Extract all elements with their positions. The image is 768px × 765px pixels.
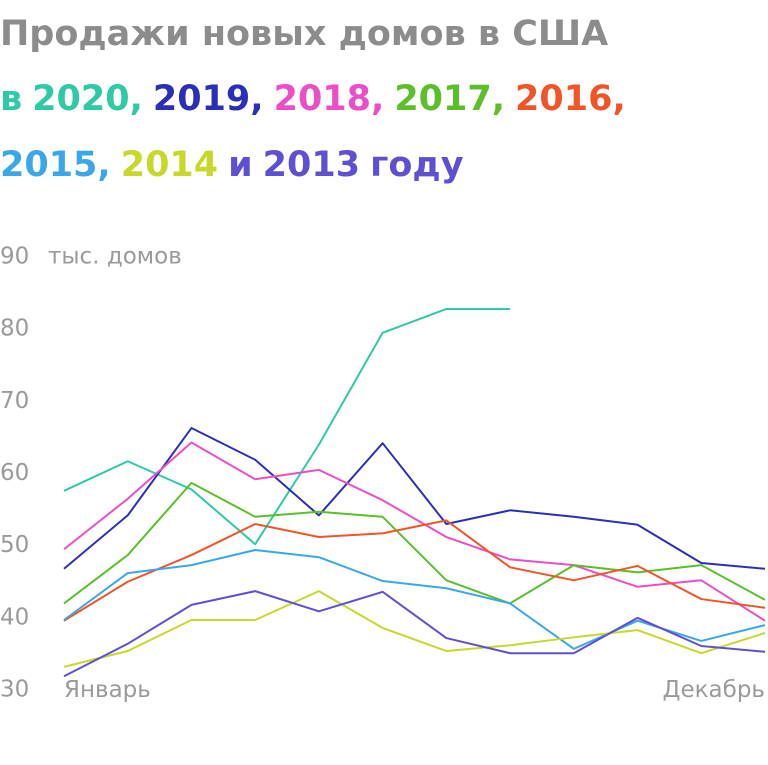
legend-separator: ,	[612, 79, 625, 119]
legend-line: в 2020, 2019, 2018, 2017, 2016,	[0, 79, 626, 119]
y-tick-label: 30	[0, 677, 29, 703]
legend-entry: 2017	[394, 79, 491, 119]
legend-separator: ,	[130, 79, 143, 119]
legend-conjunction: и	[228, 145, 253, 185]
legend-suffix: году	[370, 145, 464, 185]
y-tick-label: 40	[0, 604, 29, 630]
series-line	[63, 441, 766, 622]
legend-prefix: в	[0, 79, 22, 119]
series-line	[63, 548, 766, 650]
legend-entry: 2014	[121, 145, 218, 185]
y-tick-label: 60	[0, 460, 29, 486]
series-line	[63, 590, 766, 678]
chart-title: Продажи новых домов в США	[0, 14, 608, 54]
legend-entry: 2018	[274, 79, 371, 119]
legend-separator: ,	[250, 79, 263, 119]
y-axis-label: тыс. домов	[48, 244, 182, 270]
y-tick-label: 80	[0, 316, 29, 342]
legend-entry: 2015	[0, 145, 97, 185]
legend-separator: ,	[97, 145, 110, 185]
legend-line: 2015, 2014 и 2013 году	[0, 145, 464, 185]
x-tick-label: Январь	[64, 677, 151, 703]
legend-separator: ,	[492, 79, 505, 119]
legend-entry: 2019	[153, 79, 250, 119]
series-line	[63, 307, 511, 546]
legend-entry: 2013	[263, 145, 360, 185]
y-tick-label: 50	[0, 532, 29, 558]
x-tick-label: Декабрь	[663, 677, 765, 703]
y-tick-label: 90	[0, 244, 29, 270]
series-line	[63, 590, 766, 668]
series-line	[63, 519, 766, 622]
legend-entry: 2020	[32, 79, 129, 119]
legend-separator: ,	[371, 79, 384, 119]
series-line	[63, 427, 766, 570]
legend-entry: 2016	[515, 79, 612, 119]
y-tick-label: 70	[0, 388, 29, 414]
